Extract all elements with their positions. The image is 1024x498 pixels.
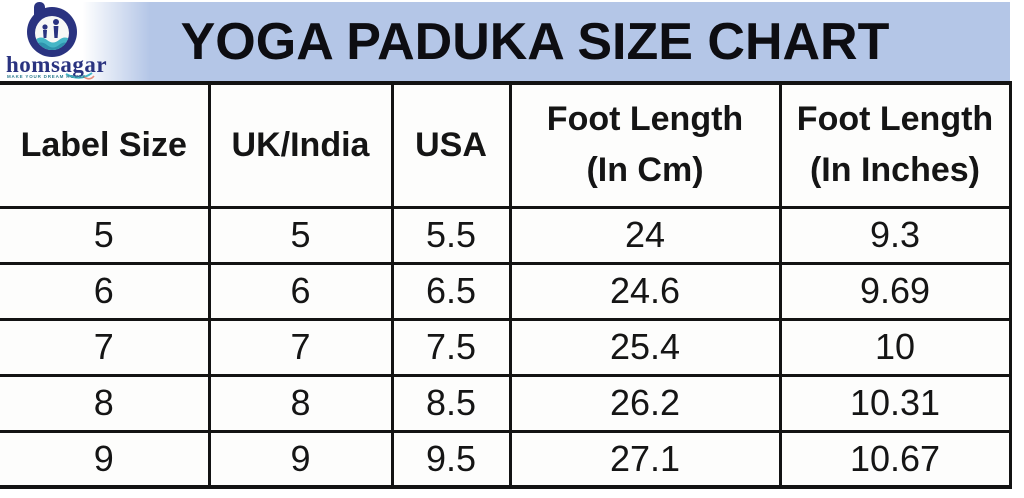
table-cell: 7: [207, 317, 394, 377]
table-cell: 9.3: [778, 205, 1010, 265]
col-header-usa: USA: [390, 81, 512, 209]
table-cell: 24: [508, 205, 782, 265]
table-cell: 8.5: [390, 373, 512, 433]
brand-wordmark: homsagar: [6, 52, 107, 77]
page-title: YOGA PADUKA SIZE CHART: [180, 12, 890, 71]
table-cell: 27.1: [508, 429, 782, 489]
table-cell: 8: [0, 373, 211, 433]
table-cell: 7.5: [390, 317, 512, 377]
table-cell: 6.5: [390, 261, 512, 321]
table-cell: 6: [0, 261, 211, 321]
table-cell: 5: [207, 205, 394, 265]
col-header-label-size: Label Size: [0, 81, 211, 209]
table-header-row: Label Size UK/India USA Foot Length (In C…: [0, 81, 1010, 209]
table-row: 5 5 5.5 24 9.3: [0, 205, 1010, 265]
table-cell: 9: [0, 429, 211, 489]
table-cell: 10.67: [778, 429, 1010, 489]
table-cell: 24.6: [508, 261, 782, 321]
table-cell: 10: [778, 317, 1010, 377]
table-cell: 26.2: [508, 373, 782, 433]
homsagar-logo: homsagar MAKE YOUR DREAM HOUSE: [4, 2, 116, 82]
table-cell: 9.69: [778, 261, 1010, 321]
table-row: 7 7 7.5 25.4 10: [0, 317, 1010, 377]
table-cell: 10.31: [778, 373, 1010, 433]
col-header-foot-length-cm: Foot Length (In Cm): [508, 81, 782, 209]
size-chart-table: Label Size UK/India USA Foot Length (In C…: [0, 81, 1012, 489]
table-cell: 5.5: [390, 205, 512, 265]
size-table-body: 5 5 5.5 24 9.3 6 6 6.5 24.6 9.69 7 7 7.5 25.4 10 8 8 8.5 2…: [0, 205, 1010, 489]
brand-tagline: MAKE YOUR DREAM HOUSE: [7, 74, 87, 79]
table-cell: 25.4: [508, 317, 782, 377]
table-row: 6 6 6.5 24.6 9.69: [0, 261, 1010, 321]
header-banner: YOGA PADUKA SIZE CHART: [0, 2, 1010, 81]
table-cell: 5: [0, 205, 211, 265]
col-header-uk-india: UK/India: [207, 81, 394, 209]
table-cell: 9: [207, 429, 394, 489]
table-cell: 6: [207, 261, 394, 321]
table-row: 8 8 8.5 26.2 10.31: [0, 373, 1010, 433]
col-header-foot-length-inches: Foot Length (In Inches): [778, 81, 1010, 209]
table-row: 9 9 9.5 27.1 10.67: [0, 429, 1010, 489]
table-cell: 8: [207, 373, 394, 433]
homsagar-logo-icon: homsagar: [6, 2, 107, 80]
table-cell: 7: [0, 317, 211, 377]
table-cell: 9.5: [390, 429, 512, 489]
